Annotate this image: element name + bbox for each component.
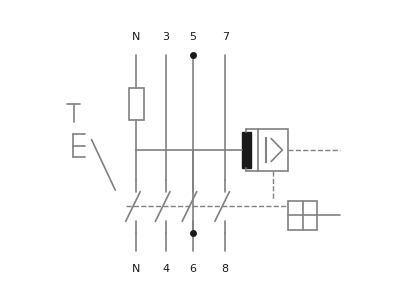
Text: 7: 7 <box>222 32 229 42</box>
FancyBboxPatch shape <box>129 88 144 120</box>
Text: N: N <box>132 264 140 274</box>
Text: 6: 6 <box>189 264 196 274</box>
FancyBboxPatch shape <box>242 132 250 168</box>
Text: 3: 3 <box>162 32 169 42</box>
FancyBboxPatch shape <box>258 129 288 171</box>
Text: N: N <box>132 32 140 42</box>
Text: 5: 5 <box>189 32 196 42</box>
FancyBboxPatch shape <box>288 200 318 230</box>
Text: 8: 8 <box>222 264 229 274</box>
Text: 4: 4 <box>162 264 169 274</box>
